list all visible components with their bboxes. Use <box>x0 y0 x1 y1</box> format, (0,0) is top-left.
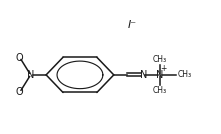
Text: CH₃: CH₃ <box>152 86 167 95</box>
Text: N: N <box>139 70 147 80</box>
Text: CH₃: CH₃ <box>178 70 192 79</box>
Text: O: O <box>15 87 23 97</box>
Text: O: O <box>15 53 23 63</box>
Text: N: N <box>156 70 163 80</box>
Text: I⁻: I⁻ <box>128 20 137 30</box>
Text: CH₃: CH₃ <box>152 55 167 64</box>
Text: +: + <box>160 64 167 73</box>
Text: N: N <box>27 70 34 80</box>
